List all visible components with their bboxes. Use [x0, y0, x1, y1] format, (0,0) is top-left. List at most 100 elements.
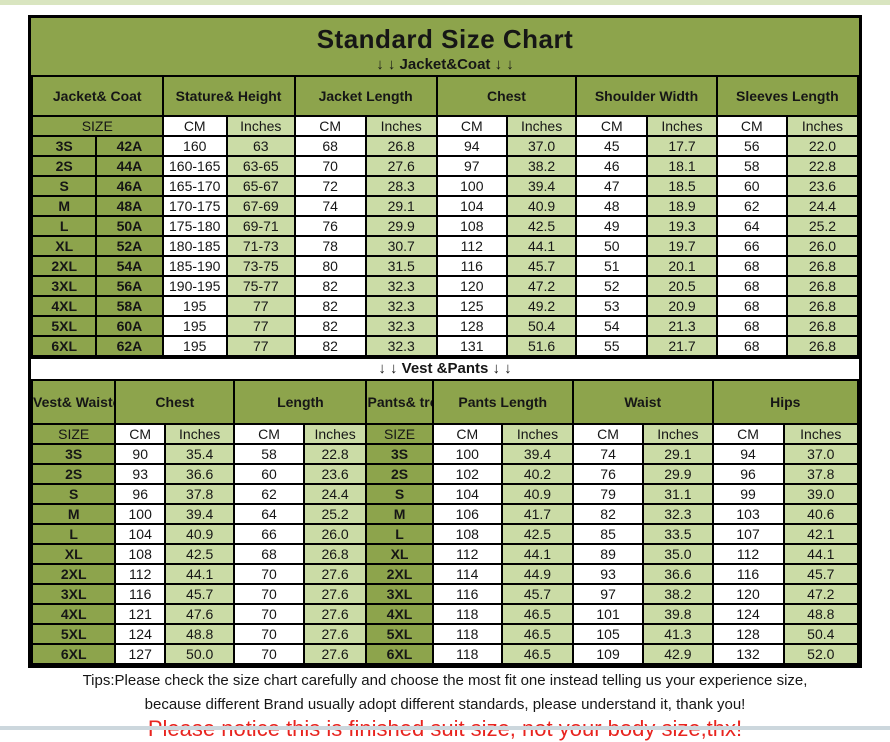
- value-cell: 68: [715, 275, 788, 297]
- value-cell: 45.7: [500, 583, 574, 605]
- value-cell: 60: [715, 175, 788, 197]
- size-cell: M: [30, 195, 98, 217]
- value-cell: 128: [711, 623, 785, 645]
- value-cell: 70: [233, 643, 305, 665]
- value-cell: 26.8: [785, 295, 860, 317]
- group-chest: Chest: [114, 379, 236, 425]
- table-row: 3XL 56A 190-195 75-77 82 32.3 120 47.2 52 20.5 68 2…: [30, 275, 860, 297]
- value-cell: 36.6: [642, 563, 714, 585]
- value-cell: 33.5: [642, 523, 714, 545]
- size-header: SIZE: [31, 115, 164, 137]
- size-cell: 6XL: [30, 335, 98, 357]
- value-cell: 160: [161, 135, 228, 157]
- value-cell: 44.1: [500, 543, 574, 565]
- value-cell: 42.5: [505, 215, 578, 237]
- value-cell: 99: [711, 483, 785, 505]
- value-cell: 20.9: [646, 295, 718, 317]
- value-cell: 46.5: [500, 643, 574, 665]
- value-cell: 190-195: [161, 275, 228, 297]
- value-cell: 18.9: [646, 195, 718, 217]
- value-cell: 35.4: [163, 443, 236, 465]
- size-cell: 2XL: [30, 563, 117, 585]
- size-cell: 48A: [95, 195, 164, 217]
- group-stature-height: Stature& Height: [161, 75, 296, 117]
- size-cell: 6XL: [365, 643, 434, 665]
- value-cell: 26.8: [785, 255, 860, 277]
- size-header: SIZE: [30, 423, 117, 445]
- value-cell: 44.1: [163, 563, 236, 585]
- value-cell: 79: [571, 483, 645, 505]
- value-cell: 46.5: [500, 603, 574, 625]
- value-cell: 37.0: [505, 135, 578, 157]
- value-cell: 68: [715, 315, 788, 337]
- value-cell: 70: [233, 623, 305, 645]
- value-cell: 44.1: [782, 543, 860, 565]
- table-row: 4XL 58A 195 77 82 32.3 125 49.2 53 20.9 68 26.8: [30, 295, 860, 317]
- value-cell: 19.3: [646, 215, 718, 237]
- value-cell: 39.8: [642, 603, 714, 625]
- value-cell: 76: [571, 463, 645, 485]
- inches-header: Inches: [500, 423, 574, 445]
- size-cell: 44A: [95, 155, 164, 177]
- value-cell: 89: [571, 543, 645, 565]
- value-cell: 27.6: [302, 603, 368, 625]
- value-cell: 45.7: [782, 563, 860, 585]
- value-cell: 39.0: [782, 483, 860, 505]
- value-cell: 100: [435, 175, 508, 197]
- value-cell: 108: [435, 215, 508, 237]
- value-cell: 53: [575, 295, 649, 317]
- size-cell: 5XL: [30, 315, 98, 337]
- value-cell: 112: [711, 543, 785, 565]
- tips-text-line1: Tips:Please check the size chart careful…: [82, 672, 808, 689]
- size-cell: 2S: [365, 463, 434, 485]
- inches-header: Inches: [642, 423, 714, 445]
- value-cell: 108: [114, 543, 166, 565]
- value-cell: 25.2: [785, 215, 860, 237]
- value-cell: 19.7: [646, 235, 718, 257]
- value-cell: 37.0: [782, 443, 860, 465]
- value-cell: 175-180: [161, 215, 228, 237]
- value-cell: 28.3: [364, 175, 438, 197]
- value-cell: 50.0: [163, 643, 236, 665]
- size-chart-sheet: Standard Size Chart ↓ ↓ Jacket&Coat ↓ ↓ …: [28, 15, 862, 668]
- value-cell: 70: [293, 155, 367, 177]
- value-cell: 49: [575, 215, 649, 237]
- group-vest-waistcoat: Vest& Waistcoat: [30, 379, 117, 425]
- table-row: 5XL 60A 195 77 82 32.3 128 50.4 54 21.3 68 26.8: [30, 315, 860, 337]
- value-cell: 48.8: [163, 623, 236, 645]
- value-cell: 63-65: [225, 155, 296, 177]
- value-cell: 68: [715, 335, 788, 357]
- value-cell: 55: [575, 335, 649, 357]
- size-cell: 58A: [95, 295, 164, 317]
- value-cell: 27.6: [364, 155, 438, 177]
- table-row: 6XL 127 50.0 70 27.6 6XL 118 46.5 109 42.9 132 52.0: [30, 643, 860, 665]
- size-cell: 54A: [95, 255, 164, 277]
- value-cell: 132: [711, 643, 785, 665]
- value-cell: 29.9: [364, 215, 438, 237]
- value-cell: 47.6: [163, 603, 236, 625]
- value-cell: 105: [571, 623, 645, 645]
- table-row: M 48A 170-175 67-69 74 29.1 104 40.9 48 18.9 62 24.…: [30, 195, 860, 217]
- value-cell: 70: [233, 583, 305, 605]
- size-cell: 42A: [95, 135, 164, 157]
- size-cell: 50A: [95, 215, 164, 237]
- size-cell: 3S: [30, 443, 117, 465]
- value-cell: 27.6: [302, 563, 368, 585]
- value-cell: 40.9: [505, 195, 578, 217]
- value-cell: 44.1: [505, 235, 578, 257]
- size-cell: 4XL: [365, 603, 434, 625]
- size-cell: M: [365, 503, 434, 525]
- value-cell: 21.7: [646, 335, 718, 357]
- inches-header: Inches: [163, 423, 236, 445]
- value-cell: 50: [575, 235, 649, 257]
- value-cell: 40.9: [500, 483, 574, 505]
- value-cell: 26.8: [302, 543, 368, 565]
- value-cell: 42.5: [163, 543, 236, 565]
- table-row: L 104 40.9 66 26.0 L 108 42.5 85 33.5 107 42.1: [30, 523, 860, 545]
- value-cell: 29.1: [642, 443, 714, 465]
- table-row: L 50A 175-180 69-71 76 29.9 108 42.5 49 19.3 64 25.…: [30, 215, 860, 237]
- vest-pants-table: Vest& Waistcoat Chest Length Pants& trou…: [30, 379, 860, 665]
- value-cell: 30.7: [364, 235, 438, 257]
- value-cell: 46.5: [500, 623, 574, 645]
- value-cell: 97: [435, 155, 508, 177]
